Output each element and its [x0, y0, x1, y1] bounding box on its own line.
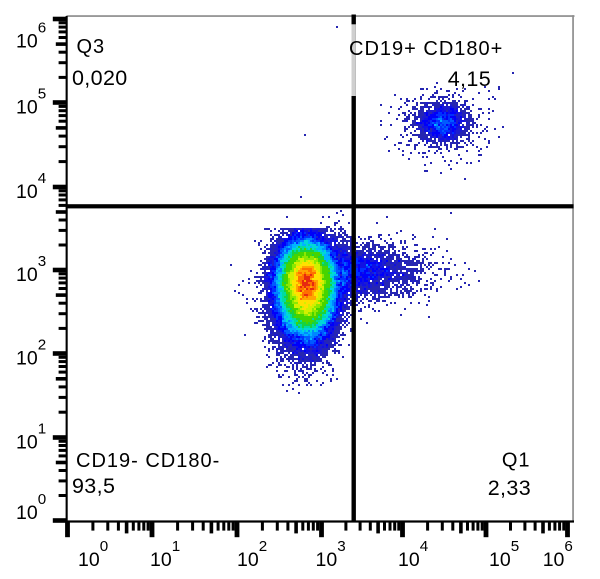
svg-text:Q1: Q1 — [502, 450, 531, 472]
svg-text:Q3: Q3 — [77, 36, 106, 58]
svg-text:0,020: 0,020 — [72, 66, 128, 90]
svg-text:2,33: 2,33 — [488, 476, 531, 500]
svg-text:4,15: 4,15 — [448, 67, 491, 91]
svg-text:CD19- CD180-: CD19- CD180- — [76, 450, 220, 472]
svg-text:CD19+ CD180+: CD19+ CD180+ — [349, 38, 503, 60]
svg-text:93,5: 93,5 — [72, 474, 115, 498]
